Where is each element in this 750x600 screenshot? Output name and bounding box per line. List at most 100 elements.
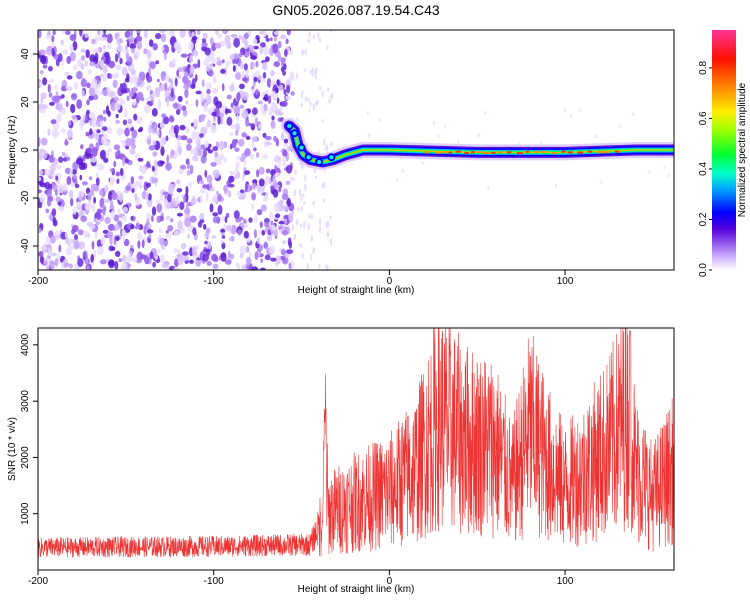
noise-blob bbox=[241, 132, 247, 138]
noise-blob bbox=[69, 167, 73, 176]
noise-blob bbox=[113, 73, 119, 79]
noise-blob bbox=[90, 183, 98, 190]
noise-blob bbox=[176, 178, 181, 185]
noise-blob bbox=[50, 173, 58, 178]
noise-blob bbox=[251, 192, 256, 201]
noise-blob bbox=[152, 151, 158, 157]
noise-blob bbox=[212, 146, 219, 152]
y-tick-label: -20 bbox=[20, 190, 31, 205]
noise-blob bbox=[148, 124, 152, 134]
noise-blob bbox=[51, 47, 55, 57]
noise-blob bbox=[273, 203, 280, 213]
noise-blob bbox=[146, 217, 150, 227]
noise-blob bbox=[41, 104, 48, 110]
noise-blob bbox=[136, 116, 143, 124]
noise-blob bbox=[118, 97, 123, 103]
noise-blob bbox=[48, 92, 53, 98]
noise-blob bbox=[212, 87, 219, 94]
noise-blob bbox=[148, 145, 156, 151]
noise-blob bbox=[152, 140, 157, 146]
noise-blob bbox=[69, 34, 77, 42]
noise-blob bbox=[185, 158, 190, 165]
noise-blob bbox=[176, 69, 180, 77]
noise-blob bbox=[261, 230, 266, 236]
noise-blob bbox=[663, 165, 666, 170]
noise-blob bbox=[160, 46, 165, 51]
noise-blob bbox=[79, 30, 83, 37]
noise-blob bbox=[102, 65, 108, 74]
noise-blob bbox=[127, 251, 131, 262]
noise-blob bbox=[86, 147, 92, 154]
noise-blob bbox=[146, 212, 152, 219]
noise-blob bbox=[107, 147, 112, 153]
noise-blob bbox=[220, 240, 224, 245]
noise-blob bbox=[102, 89, 109, 96]
noise-blob bbox=[186, 170, 191, 176]
noise-blob bbox=[578, 108, 581, 113]
noise-blob bbox=[260, 204, 267, 212]
noise-blob bbox=[78, 210, 83, 218]
noise-blob bbox=[50, 235, 56, 244]
noise-blob bbox=[99, 189, 103, 196]
noise-blob bbox=[120, 140, 125, 144]
noise-blob bbox=[86, 99, 90, 106]
noise-blob bbox=[102, 229, 109, 234]
noise-blob bbox=[73, 174, 78, 180]
noise-blob bbox=[148, 39, 154, 47]
noise-blob bbox=[228, 175, 234, 183]
noise-blob bbox=[132, 86, 137, 94]
noise-blob bbox=[143, 225, 147, 235]
noise-blob bbox=[126, 73, 130, 81]
noise-blob bbox=[230, 235, 235, 242]
noise-blob bbox=[48, 156, 55, 163]
noise-blob bbox=[52, 183, 55, 190]
noise-blob bbox=[262, 30, 267, 38]
noise-blob bbox=[159, 254, 165, 264]
noise-blob bbox=[150, 90, 153, 95]
noise-blob bbox=[137, 157, 144, 162]
noise-blob bbox=[261, 154, 269, 159]
noise-blob bbox=[209, 51, 215, 59]
noise-blob bbox=[264, 90, 269, 95]
noise-blob bbox=[58, 53, 63, 62]
noise-blob bbox=[310, 234, 313, 243]
noise-blob bbox=[97, 30, 100, 36]
noise-blob bbox=[38, 49, 46, 56]
noise-blob bbox=[252, 107, 258, 115]
noise-blob bbox=[264, 221, 270, 228]
noise-blob bbox=[229, 170, 236, 175]
noise-blob bbox=[111, 192, 118, 201]
signal-onset-blob bbox=[304, 153, 313, 162]
noise-blob bbox=[88, 111, 96, 120]
noise-blob bbox=[267, 95, 272, 104]
noise-blob bbox=[113, 96, 119, 102]
noise-blob bbox=[208, 70, 214, 77]
noise-blob bbox=[236, 92, 241, 102]
noise-blob bbox=[135, 35, 143, 42]
y-tick-label: -40 bbox=[20, 238, 31, 253]
noise-blob bbox=[179, 30, 186, 38]
noise-blob bbox=[52, 216, 57, 225]
noise-blob bbox=[315, 100, 318, 107]
noise-blob bbox=[288, 262, 292, 270]
noise-blob bbox=[251, 266, 259, 270]
noise-blob bbox=[113, 214, 120, 222]
noise-blob bbox=[287, 145, 291, 152]
noise-blob bbox=[281, 100, 288, 107]
noise-blob bbox=[104, 51, 110, 58]
noise-blob bbox=[289, 177, 295, 182]
noise-blob bbox=[38, 30, 42, 39]
noise-blob bbox=[65, 30, 71, 35]
noise-blob bbox=[233, 106, 241, 115]
noise-blob bbox=[205, 191, 209, 201]
noise-blob bbox=[245, 69, 249, 78]
noise-blob bbox=[80, 78, 88, 88]
noise-blob bbox=[235, 130, 239, 136]
noise-blob bbox=[38, 151, 44, 160]
noise-blob bbox=[186, 138, 193, 144]
noise-blob bbox=[270, 169, 276, 176]
noise-blob bbox=[208, 181, 212, 187]
noise-blob bbox=[223, 30, 227, 34]
noise-blob bbox=[199, 133, 204, 138]
noise-blob bbox=[160, 146, 165, 157]
